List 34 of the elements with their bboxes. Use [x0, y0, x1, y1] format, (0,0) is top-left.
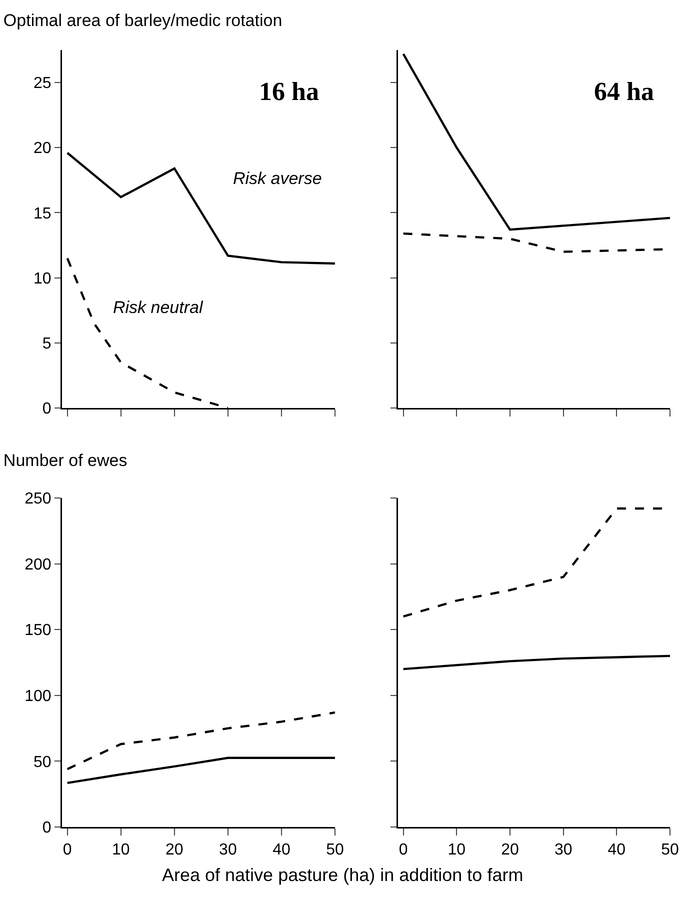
y-tick-label: 150	[24, 622, 52, 640]
x-tick-label: 20	[501, 842, 519, 859]
x-tick-label: 10	[112, 842, 130, 859]
x-tick-label: 50	[661, 842, 679, 859]
x-tick-label: 0	[398, 842, 408, 859]
y-tick-label: 15	[34, 205, 52, 222]
x-tick-label: 20	[166, 842, 184, 859]
y-tick-label: 10	[34, 270, 52, 288]
line-series	[66, 711, 335, 770]
annotation: Risk neutral	[113, 298, 204, 317]
x-tick-label: 40	[608, 842, 626, 859]
chart-title: Optimal area of barley/medic rotation	[3, 10, 282, 30]
x-tick-label: 50	[326, 842, 344, 859]
annotation: 64 ha	[594, 77, 654, 106]
x-tick-label: 30	[219, 842, 237, 859]
x-tick-label: 30	[554, 842, 572, 859]
y-tick-label: 5	[42, 336, 52, 353]
y-tick-label: 0	[42, 400, 52, 418]
x-tick-label: 0	[62, 842, 72, 859]
y-tick-label: 100	[24, 688, 52, 705]
line-series	[66, 152, 335, 265]
y-tick-label: 0	[42, 820, 52, 837]
y-tick-label: 20	[34, 140, 52, 158]
line-series	[66, 756, 335, 784]
chart-title: Number of ewes	[3, 450, 128, 470]
y-tick-label: 50	[34, 754, 52, 771]
x-tick-label: 10	[448, 842, 466, 859]
x-axis-title: Area of native pasture (ha) in addition to farm	[162, 865, 524, 885]
annotation: 16 ha	[259, 77, 319, 106]
x-tick-label: 40	[272, 842, 290, 859]
y-tick-label: 250	[24, 490, 52, 508]
y-tick-label: 25	[34, 75, 52, 92]
annotation: Risk averse	[233, 169, 322, 188]
y-tick-label: 200	[24, 556, 52, 574]
